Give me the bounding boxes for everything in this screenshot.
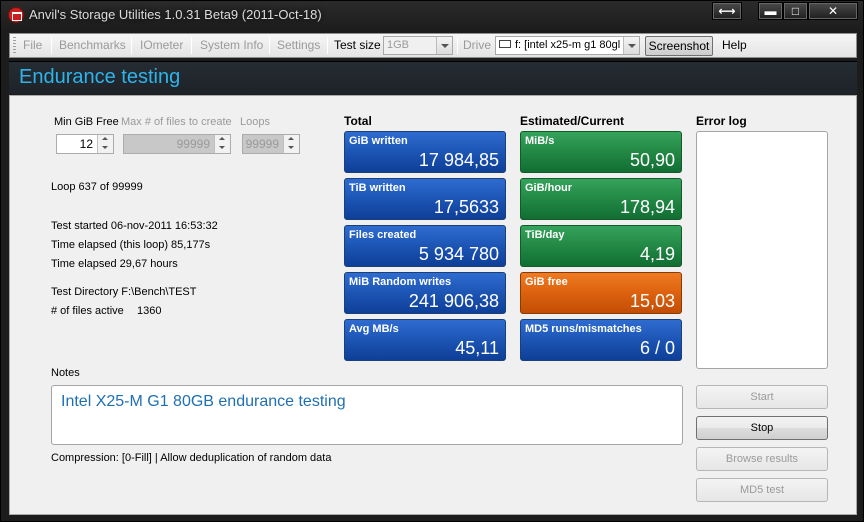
notes-label: Notes (51, 367, 80, 379)
tile-value: 45,11 (455, 338, 499, 358)
loop-progress: Loop 637 of 99999 (51, 181, 143, 193)
menu-separator (131, 37, 132, 54)
start-button[interactable]: Start (696, 385, 828, 409)
error-log-box[interactable] (696, 131, 828, 369)
loops-input[interactable]: 99999 (242, 134, 300, 154)
tile-value: 15,03 (629, 291, 675, 311)
maximize-button[interactable]: □ (783, 2, 808, 20)
tile-mib-random-writes: MiB Random writes 241 906,38 (344, 272, 506, 314)
tile-label: Avg MB/s (349, 323, 399, 335)
anvil-app-icon[interactable] (8, 7, 24, 23)
spinner-arrows-icon[interactable] (214, 135, 230, 153)
files-active-label: # of files active (51, 305, 124, 317)
window-title: Anvil's Storage Utilities 1.0.31 Beta9 (… (29, 7, 322, 22)
menu-file[interactable]: File (23, 38, 43, 52)
drive-label: Drive (463, 38, 492, 52)
estimated-heading: Estimated/Current (520, 114, 625, 128)
tile-value: 50,90 (629, 150, 675, 170)
files-active-value: 1360 (137, 305, 162, 317)
tile-gib-hour: GiB/hour 178,94 (520, 178, 682, 220)
tile-label: MD5 runs/mismatches (525, 323, 642, 335)
md5-test-button[interactable]: MD5 test (696, 478, 828, 502)
tile-label: Files created (349, 229, 417, 241)
drive-select[interactable]: f: [intel x25-m g1 80gl (495, 36, 640, 55)
test-size-label: Test size (334, 38, 381, 52)
max-files-value: 99999 (176, 137, 210, 151)
tile-label: TiB written (349, 182, 406, 194)
stop-button[interactable]: Stop (696, 416, 828, 440)
toolbar-grip[interactable] (13, 37, 16, 54)
loops-label: Loops (240, 116, 270, 128)
drive-icon (499, 40, 511, 49)
menu-help[interactable]: Help (722, 38, 747, 52)
tile-tib-written: TiB written 17,5633 (344, 178, 506, 220)
test-directory: Test Directory F:\Bench\TEST (51, 286, 197, 298)
tile-label: GiB written (349, 135, 408, 147)
notes-text: Intel X25-M G1 80GB endurance testing (61, 393, 346, 410)
tile-value: 17,5633 (433, 197, 499, 217)
menu-separator (327, 37, 328, 54)
drive-value: f: [intel x25-m g1 80gl (515, 39, 621, 51)
tile-value: 178,94 (619, 197, 675, 217)
snap-button[interactable]: ⟷ (712, 2, 742, 20)
title-bar[interactable]: Anvil's Storage Utilities 1.0.31 Beta9 (… (1, 1, 863, 29)
total-heading: Total (344, 114, 372, 128)
menu-separator (457, 37, 458, 54)
time-elapsed-loop: Time elapsed (this loop) 85,177s (51, 239, 211, 251)
endurance-panel: Min GiB Free 12 Max # of files to create… (9, 95, 857, 515)
min-gib-free-input[interactable]: 12 (56, 134, 114, 154)
tile-value: 6 / 0 (639, 338, 675, 358)
tile-label: MiB/s (525, 135, 555, 147)
tile-md5-runs: MD5 runs/mismatches 6 / 0 (520, 319, 682, 361)
tile-value: 4,19 (639, 244, 675, 264)
spinner-arrows-icon[interactable] (283, 135, 299, 153)
screenshot-button[interactable]: Screenshot (645, 36, 713, 56)
tile-label: GiB/hour (525, 182, 573, 194)
tile-mibs: MiB/s 50,90 (520, 131, 682, 173)
browse-results-button[interactable]: Browse results (696, 447, 828, 471)
chevron-down-icon (623, 37, 639, 54)
page-header: Endurance testing (9, 61, 857, 94)
menu-separator (269, 37, 270, 54)
menu-iometer[interactable]: IOmeter (140, 38, 184, 52)
tile-gib-free: GiB free 15,03 (520, 272, 682, 314)
test-started: Test started 06-nov-2011 16:53:32 (51, 220, 218, 232)
min-gib-free-value: 12 (79, 137, 93, 151)
tile-label: MiB Random writes (349, 276, 452, 288)
tile-label: TiB/day (525, 229, 565, 241)
tile-value: 241 906,38 (408, 291, 499, 311)
spinner-arrows-icon[interactable] (97, 135, 113, 153)
page-title: Endurance testing (19, 66, 181, 88)
minimize-button[interactable]: ▬ (758, 2, 783, 20)
menu-bar: File Benchmarks IOmeter System Info Sett… (9, 33, 857, 58)
tile-value: 17 984,85 (418, 150, 499, 170)
loops-value: 99999 (245, 137, 279, 151)
notes-field[interactable]: Intel X25-M G1 80GB endurance testing (51, 385, 683, 445)
test-size-select[interactable]: 1GB (383, 36, 453, 55)
tile-files-created: Files created 5 934 780 (344, 225, 506, 267)
tile-gib-written: GiB written 17 984,85 (344, 131, 506, 173)
tile-avg-mbs: Avg MB/s 45,11 (344, 319, 506, 361)
compression-info: Compression: [0-Fill] | Allow deduplicat… (51, 452, 332, 464)
tile-value: 5 934 780 (418, 244, 499, 264)
close-button[interactable]: ✕ (808, 2, 858, 20)
error-log-heading: Error log (696, 114, 747, 128)
tile-tib-day: TiB/day 4,19 (520, 225, 682, 267)
max-files-label: Max # of files to create (121, 116, 232, 128)
chevron-down-icon (436, 37, 452, 54)
tile-label: GiB free (525, 276, 568, 288)
menu-benchmarks[interactable]: Benchmarks (59, 38, 126, 52)
time-elapsed-total: Time elapsed 29,67 hours (51, 258, 178, 270)
menu-separator (51, 37, 52, 54)
min-gib-free-label: Min GiB Free (54, 116, 119, 128)
test-size-value: 1GB (387, 39, 410, 51)
menu-settings[interactable]: Settings (277, 38, 321, 52)
menu-separator (191, 37, 192, 54)
max-files-input[interactable]: 99999 (123, 134, 231, 154)
menu-system-info[interactable]: System Info (200, 38, 264, 52)
